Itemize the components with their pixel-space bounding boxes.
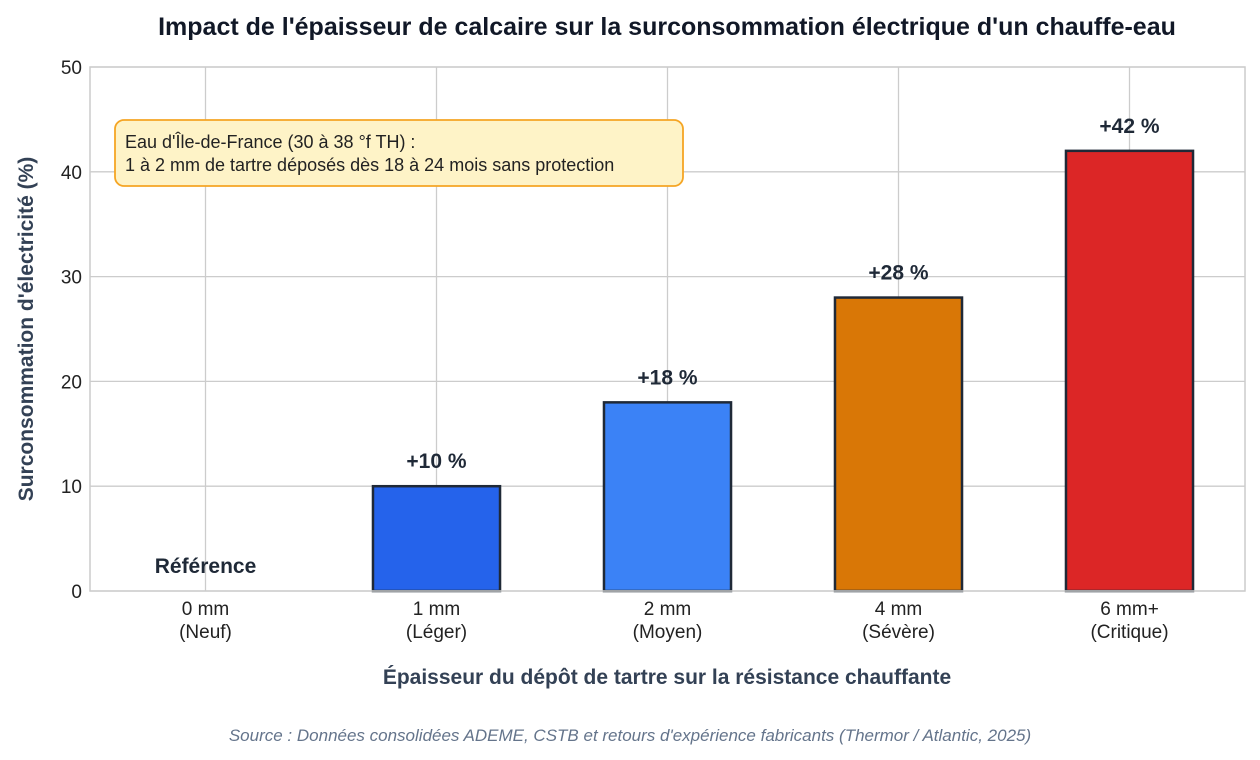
- x-tick-label: 4 mm: [875, 599, 923, 620]
- x-tick-label: (Neuf): [179, 622, 232, 643]
- data-label: +18 %: [637, 366, 697, 389]
- bar-2: [602, 401, 733, 593]
- data-label: Référence: [155, 555, 257, 578]
- bar-3: [833, 296, 964, 593]
- data-label: +42 %: [1099, 115, 1159, 138]
- y-tick-label: 10: [61, 477, 82, 498]
- y-tick-label: 20: [61, 372, 82, 393]
- x-tick-label: 1 mm: [413, 599, 461, 620]
- data-labels: Référence +10 % +18 % +28 % +42 %: [155, 115, 1160, 578]
- y-tick-label: 30: [61, 268, 82, 289]
- data-label: +28 %: [868, 262, 928, 285]
- source-note: Source : Données consolidées ADEME, CSTB…: [229, 726, 1031, 745]
- x-tick-label: 2 mm: [644, 599, 692, 620]
- bar-4: [1064, 149, 1195, 593]
- x-tick-labels: 0 mm(Neuf) 1 mm(Léger) 2 mm(Moyen) 4 mm(Sév…: [179, 599, 1168, 643]
- data-label: +10 %: [406, 450, 466, 473]
- x-tick-label: (Moyen): [633, 622, 703, 643]
- x-tick-label: 6 mm+: [1100, 599, 1159, 620]
- x-tick-label: 0 mm: [182, 599, 230, 620]
- y-tick-label: 50: [61, 58, 82, 79]
- annotation-line-1: Eau d'Île-de-France (30 à 38 °f TH) :: [125, 132, 415, 152]
- y-tick-label: 40: [61, 163, 82, 184]
- chart-title: Impact de l'épaisseur de calcaire sur la…: [158, 13, 1176, 41]
- bar-1: [371, 484, 502, 593]
- x-tick-label: (Critique): [1090, 622, 1168, 643]
- annotation-background: [114, 119, 684, 187]
- annotation-box: Eau d'Île-de-France (30 à 38 °f TH) : 1 …: [114, 119, 684, 187]
- y-axis-label: Surconsommation d'électricité (%): [15, 157, 38, 502]
- y-tick-labels: 0 10 20 30 40 50: [61, 58, 82, 603]
- annotation-line-2: 1 à 2 mm de tartre déposés dès 18 à 24 m…: [125, 155, 614, 175]
- x-tick-label: (Sévère): [862, 622, 935, 643]
- y-tick-label: 0: [71, 582, 82, 603]
- bars: [371, 149, 1195, 593]
- x-tick-label: (Léger): [406, 622, 467, 643]
- plot-frame: [89, 66, 1246, 592]
- x-axis-label: Épaisseur du dépôt de tartre sur la rési…: [383, 666, 951, 689]
